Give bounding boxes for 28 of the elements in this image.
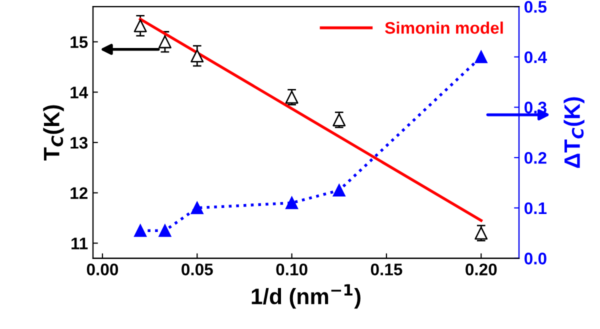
x-tick-label: 0.15 bbox=[370, 264, 402, 276]
y2-tick-label: 0.1 bbox=[524, 202, 547, 214]
y2-tick-label: 0.5 bbox=[524, 0, 547, 13]
legend-label: Simonin model bbox=[385, 22, 503, 34]
y2-tick-label: 0.2 bbox=[524, 152, 546, 164]
y-tick-label: 11 bbox=[72, 238, 88, 250]
y-tick-label: 13 bbox=[70, 136, 88, 149]
point bbox=[286, 196, 298, 210]
point bbox=[474, 50, 488, 64]
y-tick-label: 14 bbox=[70, 86, 88, 98]
x-axis-title: 1/d (nm$^{−1}$) bbox=[252, 284, 360, 309]
point bbox=[134, 224, 147, 237]
x-tick-label: 0.10 bbox=[276, 264, 308, 276]
y-tick-label: 12 bbox=[70, 187, 88, 199]
x-tick-label: 0.20 bbox=[466, 264, 497, 276]
y-axis-title: T$_{C}$(K) bbox=[43, 105, 64, 161]
y2-tick-label: 0.0 bbox=[524, 252, 546, 264]
point bbox=[158, 35, 172, 48]
point bbox=[158, 224, 172, 237]
point bbox=[190, 49, 204, 62]
point bbox=[332, 184, 346, 197]
x-tick-label: 0.00 bbox=[86, 264, 118, 276]
y-tick-label: 15 bbox=[70, 36, 88, 48]
x-tick-label: 0.05 bbox=[182, 264, 213, 276]
y2-tick-label: 0.4 bbox=[524, 51, 547, 64]
y2-axis-title: ΔT$_{C}$(K) bbox=[564, 97, 584, 168]
point bbox=[134, 19, 147, 32]
point bbox=[190, 202, 204, 214]
